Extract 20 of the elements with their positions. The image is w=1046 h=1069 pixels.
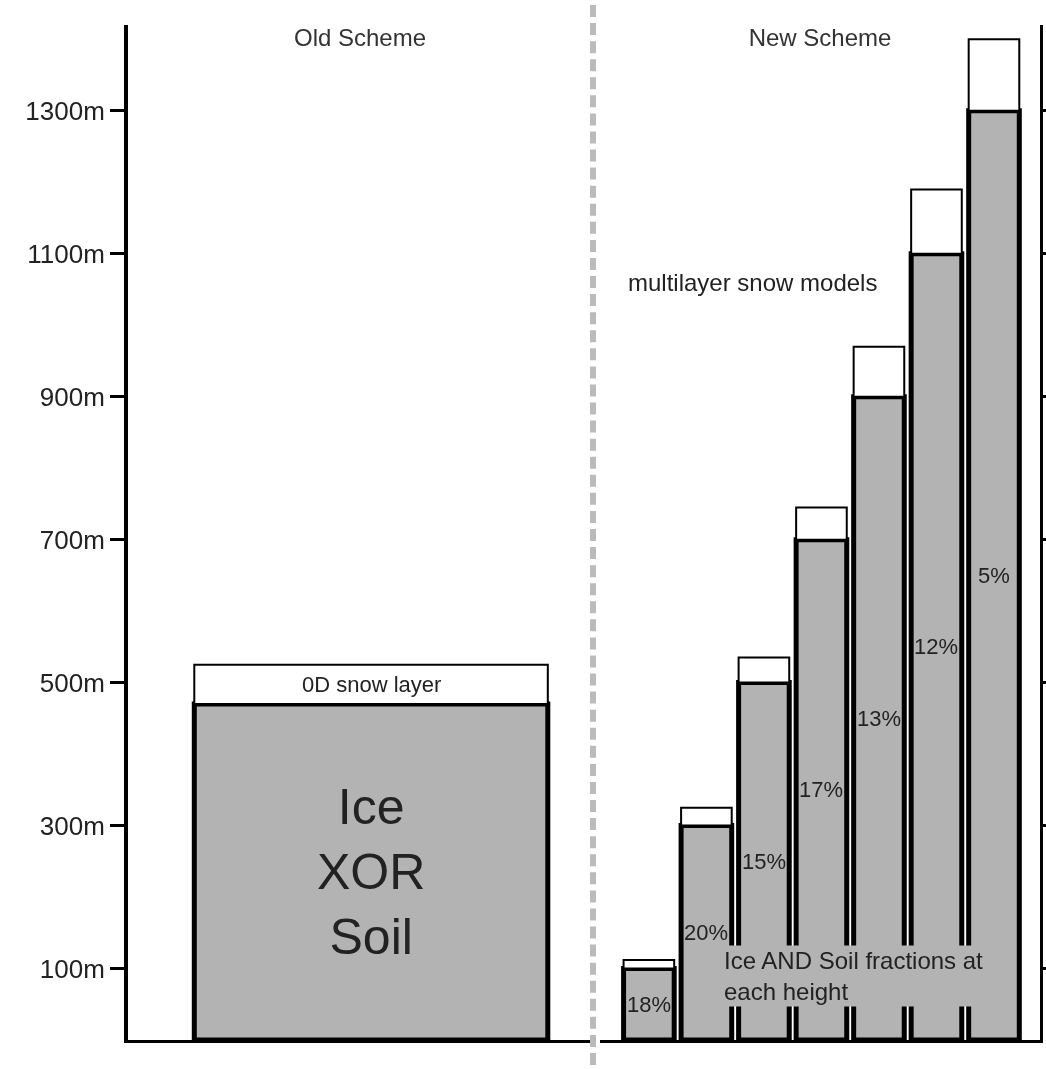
annotation: 17% [799, 777, 844, 802]
chart-title: New Scheme [748, 24, 892, 52]
annotation: 5% [978, 563, 1010, 588]
chart-title: Old Scheme [293, 24, 427, 52]
annotation: Ice AND Soil fractions at each height [724, 947, 984, 1006]
y-tick-label: 700m [39, 524, 105, 555]
annotation: multilayer snow models [628, 269, 878, 296]
y-tick-label: 100m [39, 953, 105, 984]
annotation: 20% [684, 920, 729, 945]
annotation: 18% [627, 992, 672, 1017]
y-tick-label: 1300m [25, 95, 105, 126]
annotation: 0D snow layer [302, 672, 442, 697]
annotation: 15% [742, 849, 787, 874]
annotation: Ice XOR Soil [317, 779, 426, 965]
annotation: 12% [914, 634, 959, 659]
annotation: 13% [857, 706, 902, 731]
y-tick-label: 300m [39, 810, 105, 841]
y-tick-label: 1100m [27, 238, 105, 269]
y-tick-label: 900m [39, 381, 105, 412]
y-tick-label: 500m [39, 667, 105, 698]
